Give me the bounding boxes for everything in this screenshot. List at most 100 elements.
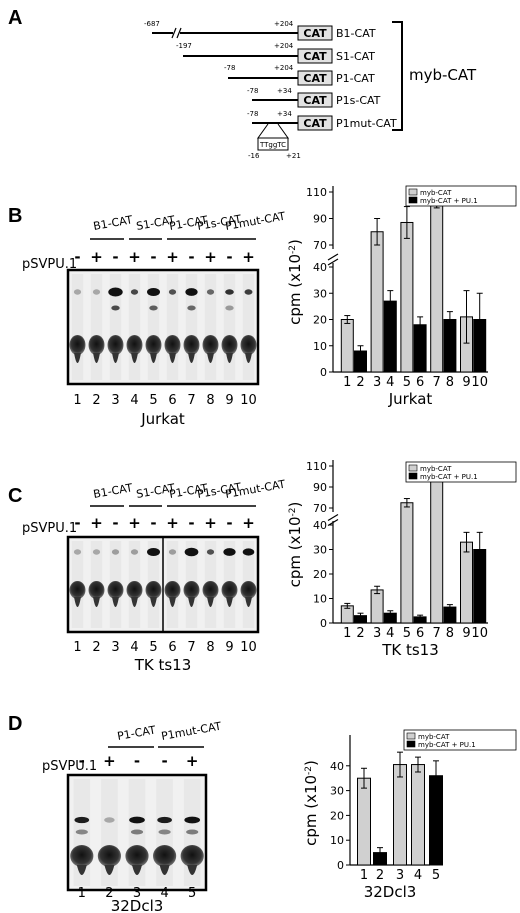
gel-lane-number: 4 [130, 640, 138, 655]
gel-lane-number: 6 [168, 640, 176, 655]
gel-lane-number: 1 [73, 640, 81, 655]
construct-diagram: -687 +204 CAT B1-CAT -197 +204 CAT S1-CA… [144, 20, 477, 160]
substrate-spot [145, 581, 162, 599]
x-tick-label: 5 [432, 868, 440, 883]
x-tick-label: 7 [433, 626, 441, 641]
gel-sign: + [90, 514, 103, 532]
p1mut-cat-box [297, 115, 333, 131]
gel-d-construct-2: P1mut-CAT [160, 720, 222, 743]
x-tick-label: 2 [356, 375, 364, 390]
y-tick-label: 90 [313, 481, 327, 494]
gel-sign: - [150, 248, 156, 266]
gel-cell-line: TK ts13 [134, 656, 192, 674]
gel-sign: + [242, 514, 255, 532]
y-tick-label: 40 [313, 261, 327, 274]
legend-label-2: myb-CAT + PU.1 [420, 197, 478, 205]
panel-label-c: C [8, 485, 22, 507]
chart-d: 0 10 20 30 40 cpm (x10-2) 1 2 3 4 5 32Dcl3 myb-CATmy… [302, 729, 517, 901]
substrate-spot [240, 581, 257, 599]
product-spot [74, 816, 90, 824]
gel-lane-number: 10 [240, 640, 257, 655]
substrate-tail [131, 353, 138, 363]
x-tick-label: 8 [446, 375, 454, 390]
p1-start-label: -78 [224, 64, 235, 72]
panel-label-a: A [8, 7, 22, 29]
p1mut-end-label: +34 [277, 110, 292, 118]
y-tick-label: 30 [330, 785, 344, 798]
gel-sign: - [74, 514, 80, 532]
s1-cat-box [297, 48, 333, 64]
x-tick-label: 10 [471, 626, 488, 641]
x-axis-label: 32Dcl3 [364, 883, 417, 901]
gel-lane-number: 8 [206, 640, 214, 655]
legend-swatch-1 [408, 188, 418, 196]
substrate-spot [107, 335, 124, 355]
y-tick-label: 20 [313, 568, 327, 581]
y-axis-label: cpm (x10-2) [302, 760, 320, 846]
substrate-tail [245, 597, 252, 607]
legend-swatch-2 [408, 196, 418, 204]
product-spot [157, 816, 172, 824]
product-spot [242, 548, 255, 556]
y-tick-label: 110 [306, 186, 327, 199]
substrate-tail [187, 865, 198, 875]
product-spot [111, 549, 120, 555]
p1s-start-label: -78 [247, 87, 258, 95]
y-axis-label: cpm (x10-2) [286, 502, 304, 588]
gel-lane-number: 3 [111, 640, 119, 655]
gel-lane-number: 10 [240, 393, 257, 408]
legend-label-1: myb-CAT [418, 733, 450, 741]
substrate-tail [76, 865, 87, 875]
substrate-tail [207, 597, 214, 607]
y-tick-label: 10 [330, 834, 344, 847]
product-spot [225, 289, 234, 295]
y-tick-label: 0 [337, 859, 344, 872]
substrate-spot [126, 335, 143, 355]
x-tick-label: 6 [416, 626, 424, 641]
legend-label-1: myb-CAT [420, 189, 452, 197]
product-spot-2 [130, 829, 144, 835]
gel-sign: + [103, 752, 116, 770]
b1-name: B1-CAT [336, 27, 376, 40]
p1mut-name: P1mut-CAT [336, 117, 397, 130]
product-spot [244, 289, 253, 295]
gel-lane-number: 5 [149, 640, 157, 655]
substrate-spot [164, 335, 181, 355]
product-spot [206, 549, 215, 555]
gel-lane [147, 274, 160, 380]
gel-lane-number: 5 [188, 886, 196, 901]
gel-lane-number: 1 [73, 393, 81, 408]
gel-lane-number: 7 [187, 640, 195, 655]
s1-start-label: -197 [176, 42, 192, 50]
gel-sign: - [226, 514, 232, 532]
x-tick-label: 5 [403, 626, 411, 641]
substrate-spot [202, 335, 219, 355]
product-spot-2 [187, 305, 196, 311]
gel-c-vector-label: pSVPU.1 [22, 521, 77, 536]
gel-lane-number: 6 [168, 393, 176, 408]
substrate-tail [112, 353, 119, 363]
substrate-spot [88, 581, 105, 599]
gel-sign: - [134, 752, 140, 770]
mutation-left: -16 [248, 152, 260, 160]
substrate-tail [132, 865, 142, 875]
y-tick-label: 30 [313, 287, 327, 300]
product-spot [223, 548, 236, 556]
bar [430, 202, 444, 373]
y-tick-label: 0 [320, 617, 327, 630]
p1mut-cat-text: CAT [303, 117, 327, 130]
bar [411, 764, 425, 866]
x-tick-label: 2 [356, 626, 364, 641]
x-tick-label: 9 [462, 375, 470, 390]
y-tick-label: 40 [330, 760, 344, 773]
x-tick-label: 4 [414, 868, 422, 883]
y-axis-label: cpm (x10-2) [286, 239, 304, 325]
product-spot [92, 289, 101, 295]
bar [430, 466, 444, 624]
x-tick-label: 4 [386, 626, 394, 641]
legend-box [405, 461, 517, 483]
legend-label-1: myb-CAT [420, 465, 452, 473]
substrate-spot [240, 335, 257, 355]
